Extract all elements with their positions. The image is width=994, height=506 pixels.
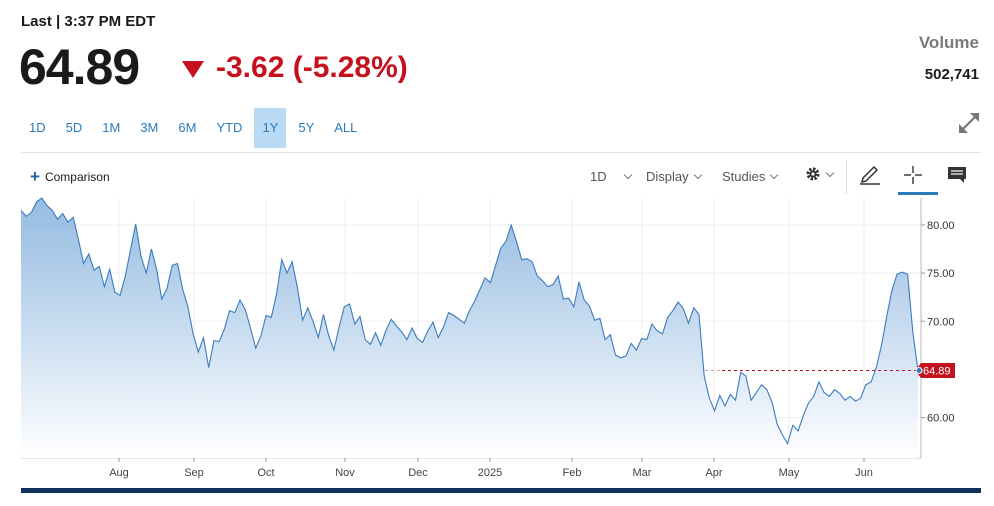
last-price-tag-shape	[915, 362, 955, 378]
x-tick-label: Nov	[335, 467, 355, 479]
price-change: -3.62 (-5.28%)	[182, 51, 408, 85]
interval-dropdown[interactable]: 1D	[590, 169, 632, 184]
y-tick-label: 60.00	[927, 413, 955, 425]
price-line	[20, 197, 919, 445]
price-chart: 80.00 75.00 70.00 60.00 Aug Sep Oct Nov Dec 2025…	[20, 197, 955, 479]
last-price-tag-label: 64.89	[923, 365, 951, 377]
range-5y[interactable]: 5Y	[298, 120, 315, 135]
chevron-down-icon	[770, 170, 779, 180]
chevron-down-icon	[623, 170, 632, 180]
last-price-dot	[915, 366, 923, 374]
x-tick-label: May	[779, 467, 800, 479]
range-all[interactable]: ALL	[334, 120, 358, 135]
studies-dropdown[interactable]: Studies	[722, 169, 779, 184]
y-tick-label: 75.00	[927, 268, 955, 280]
toolbar-divider	[846, 160, 847, 194]
y-axis: 80.00 75.00 70.00 60.00	[920, 198, 955, 458]
x-axis: Aug Sep Oct Nov Dec 2025 Feb Mar Apr May Jun	[109, 458, 873, 479]
down-triangle-icon	[182, 60, 204, 78]
comparison-label: Comparison	[44, 170, 110, 184]
chevron-down-icon	[825, 168, 835, 177]
x-tick-label: Dec	[408, 467, 428, 479]
range-ytd[interactable]: YTD	[216, 120, 243, 135]
active-tool-indicator	[898, 192, 938, 195]
x-tick-label: 2025	[478, 467, 502, 479]
y-tick-label: 80.00	[927, 220, 955, 232]
x-tick-label: Jun	[855, 467, 873, 479]
range-1d[interactable]: 1D	[29, 120, 46, 135]
chevron-down-icon	[693, 170, 702, 180]
x-tick-label: Aug	[109, 467, 129, 479]
pencil-icon[interactable]	[858, 164, 882, 186]
range-selector: 1D 5D 1M 3M 6M YTD 1Y 5Y ALL	[21, 108, 369, 148]
price-change-value: -3.62 (-5.28%)	[216, 51, 408, 84]
comment-icon[interactable]	[945, 164, 969, 186]
range-5d[interactable]: 5D	[65, 120, 83, 135]
studies-label: Studies	[722, 169, 766, 184]
bottom-bar	[21, 488, 981, 493]
x-tick-label: Sep	[184, 467, 204, 479]
plus-icon: +	[30, 167, 40, 186]
x-tick-label: Feb	[563, 467, 582, 479]
last-price: 64.89	[19, 39, 140, 95]
x-tick-label: Oct	[257, 467, 274, 479]
range-1m[interactable]: 1M	[102, 120, 121, 135]
crosshair-icon[interactable]	[901, 164, 925, 186]
interval-label: 1D	[590, 169, 607, 184]
display-dropdown[interactable]: Display	[646, 169, 702, 184]
last-updated-label: Last | 3:37 PM EDT	[21, 13, 156, 30]
expand-icon[interactable]	[956, 110, 982, 136]
gear-icon	[806, 167, 820, 181]
price-area	[21, 198, 918, 458]
volume-label: Volume	[918, 33, 979, 52]
settings-button[interactable]	[805, 166, 835, 182]
last-price-tag: 64.89	[915, 362, 955, 378]
x-tick-label: Mar	[633, 467, 652, 479]
x-tick-label: Apr	[705, 467, 722, 479]
range-6m[interactable]: 6M	[178, 120, 197, 135]
range-3m[interactable]: 3M	[140, 120, 159, 135]
comparison-button[interactable]: + Comparison	[30, 167, 110, 186]
display-label: Display	[646, 169, 689, 184]
y-tick-label: 70.00	[927, 316, 955, 328]
divider	[21, 152, 981, 153]
range-1y[interactable]: 1Y	[254, 108, 287, 148]
volume-value: 502,741	[924, 66, 979, 83]
